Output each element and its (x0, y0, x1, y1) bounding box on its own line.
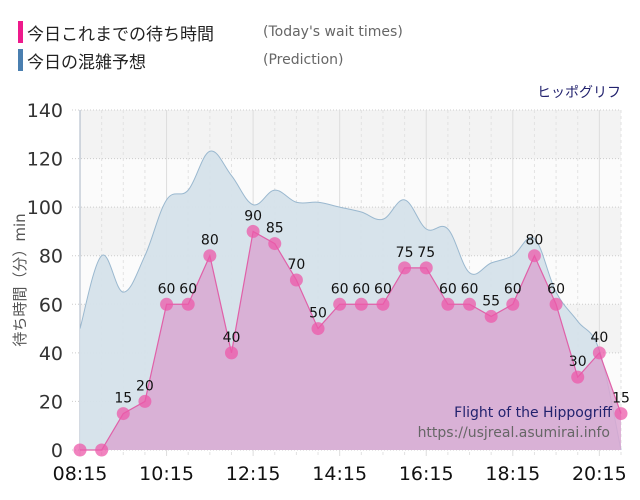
x-axis-ticks: 08:15 10:15 12:15 14:15 16:15 18:15 20:15 (53, 463, 627, 485)
actual-markers (73, 224, 628, 457)
x-tick-label: 18:15 (485, 463, 540, 485)
ride-name-jp: ヒッポグリフ (537, 85, 621, 101)
legend-item-prediction: 今日の混雑予想 (Prediction) (18, 46, 403, 74)
data-label: 40 (223, 330, 241, 346)
data-point-marker (181, 297, 195, 311)
data-point-marker (571, 370, 585, 384)
data-point-marker (116, 407, 130, 421)
data-point-marker (160, 297, 174, 311)
legend-label-en: (Today's wait times) (263, 24, 403, 40)
data-point-marker (73, 443, 87, 457)
data-point-marker (354, 297, 368, 311)
y-tick-label: 120 (27, 149, 63, 171)
data-point-marker (506, 297, 520, 311)
data-label: 75 (396, 245, 414, 261)
legend-swatch-prediction (18, 49, 23, 71)
data-point-marker (203, 249, 217, 263)
data-label: 30 (569, 354, 587, 370)
data-label: 60 (352, 281, 370, 297)
data-label: 75 (417, 245, 435, 261)
data-point-marker (527, 249, 541, 263)
data-point-marker (441, 297, 455, 311)
y-tick-label: 80 (39, 246, 63, 268)
actual-area (80, 231, 621, 450)
legend-label-en: (Prediction) (263, 52, 344, 68)
data-point-marker (246, 224, 260, 238)
legend-item-actual: 今日これまでの待ち時間 (Today's wait times) (18, 18, 403, 46)
data-label: 60 (374, 281, 392, 297)
data-label: 40 (590, 330, 608, 346)
data-label: 60 (547, 281, 565, 297)
legend-swatch-actual (18, 21, 23, 43)
data-label: 60 (504, 281, 522, 297)
data-point-marker (95, 443, 109, 457)
y-tick-label: 100 (27, 197, 63, 219)
data-label: 85 (266, 221, 284, 237)
data-point-marker (224, 346, 238, 360)
x-tick-label: 16:15 (399, 463, 454, 485)
watermark-ride-name: Flight of the Hippogriff (454, 405, 612, 421)
legend-label-jp: 今日これまでの待ち時間 (27, 24, 214, 45)
y-tick-label: 140 (27, 100, 63, 122)
data-point-marker (398, 261, 412, 275)
data-point-marker (289, 273, 303, 287)
data-label: 15 (612, 391, 630, 407)
data-label: 80 (201, 233, 219, 249)
x-tick-label: 12:15 (226, 463, 281, 485)
data-label: 70 (287, 257, 305, 273)
data-label: 15 (114, 391, 132, 407)
legend-label-jp: 今日の混雑予想 (27, 52, 146, 73)
y-axis-label: 待ち時間（分）min (11, 213, 29, 346)
data-point-marker (484, 309, 498, 323)
data-point-marker (376, 297, 390, 311)
data-point-marker (549, 297, 563, 311)
data-point-marker (463, 297, 477, 311)
prediction-line (79, 150, 622, 451)
data-label: 60 (331, 281, 349, 297)
y-tick-label: 60 (39, 294, 63, 316)
legend: 今日これまでの待ち時間 (Today's wait times) 今日の混雑予想… (18, 18, 403, 74)
x-tick-label: 14:15 (312, 463, 367, 485)
data-point-marker (311, 322, 325, 336)
data-point-marker (592, 346, 606, 360)
data-point-marker (268, 237, 282, 251)
data-point-marker (138, 394, 152, 408)
data-label: 55 (482, 293, 500, 309)
y-axis-ticks: 0 20 40 60 80 100 120 140 (27, 100, 63, 462)
x-tick-label: 10:15 (139, 463, 194, 485)
data-point-marker (333, 297, 347, 311)
data-label: 20 (136, 378, 154, 394)
data-label: 60 (461, 281, 479, 297)
plot-band (80, 110, 621, 159)
x-tick-label: 08:15 (53, 463, 108, 485)
data-label: 50 (309, 306, 327, 322)
y-tick-label: 0 (51, 440, 63, 462)
data-point-marker (614, 407, 628, 421)
data-label: 60 (179, 281, 197, 297)
data-label: 60 (158, 281, 176, 297)
watermark-url: https://usjreal.asumirai.info (418, 425, 610, 441)
x-tick-label: 20:15 (572, 463, 627, 485)
data-label: 90 (244, 208, 262, 224)
y-tick-label: 40 (39, 343, 63, 365)
data-label: 60 (439, 281, 457, 297)
data-label: 80 (526, 233, 544, 249)
data-point-marker (419, 261, 433, 275)
y-tick-label: 20 (39, 391, 63, 413)
